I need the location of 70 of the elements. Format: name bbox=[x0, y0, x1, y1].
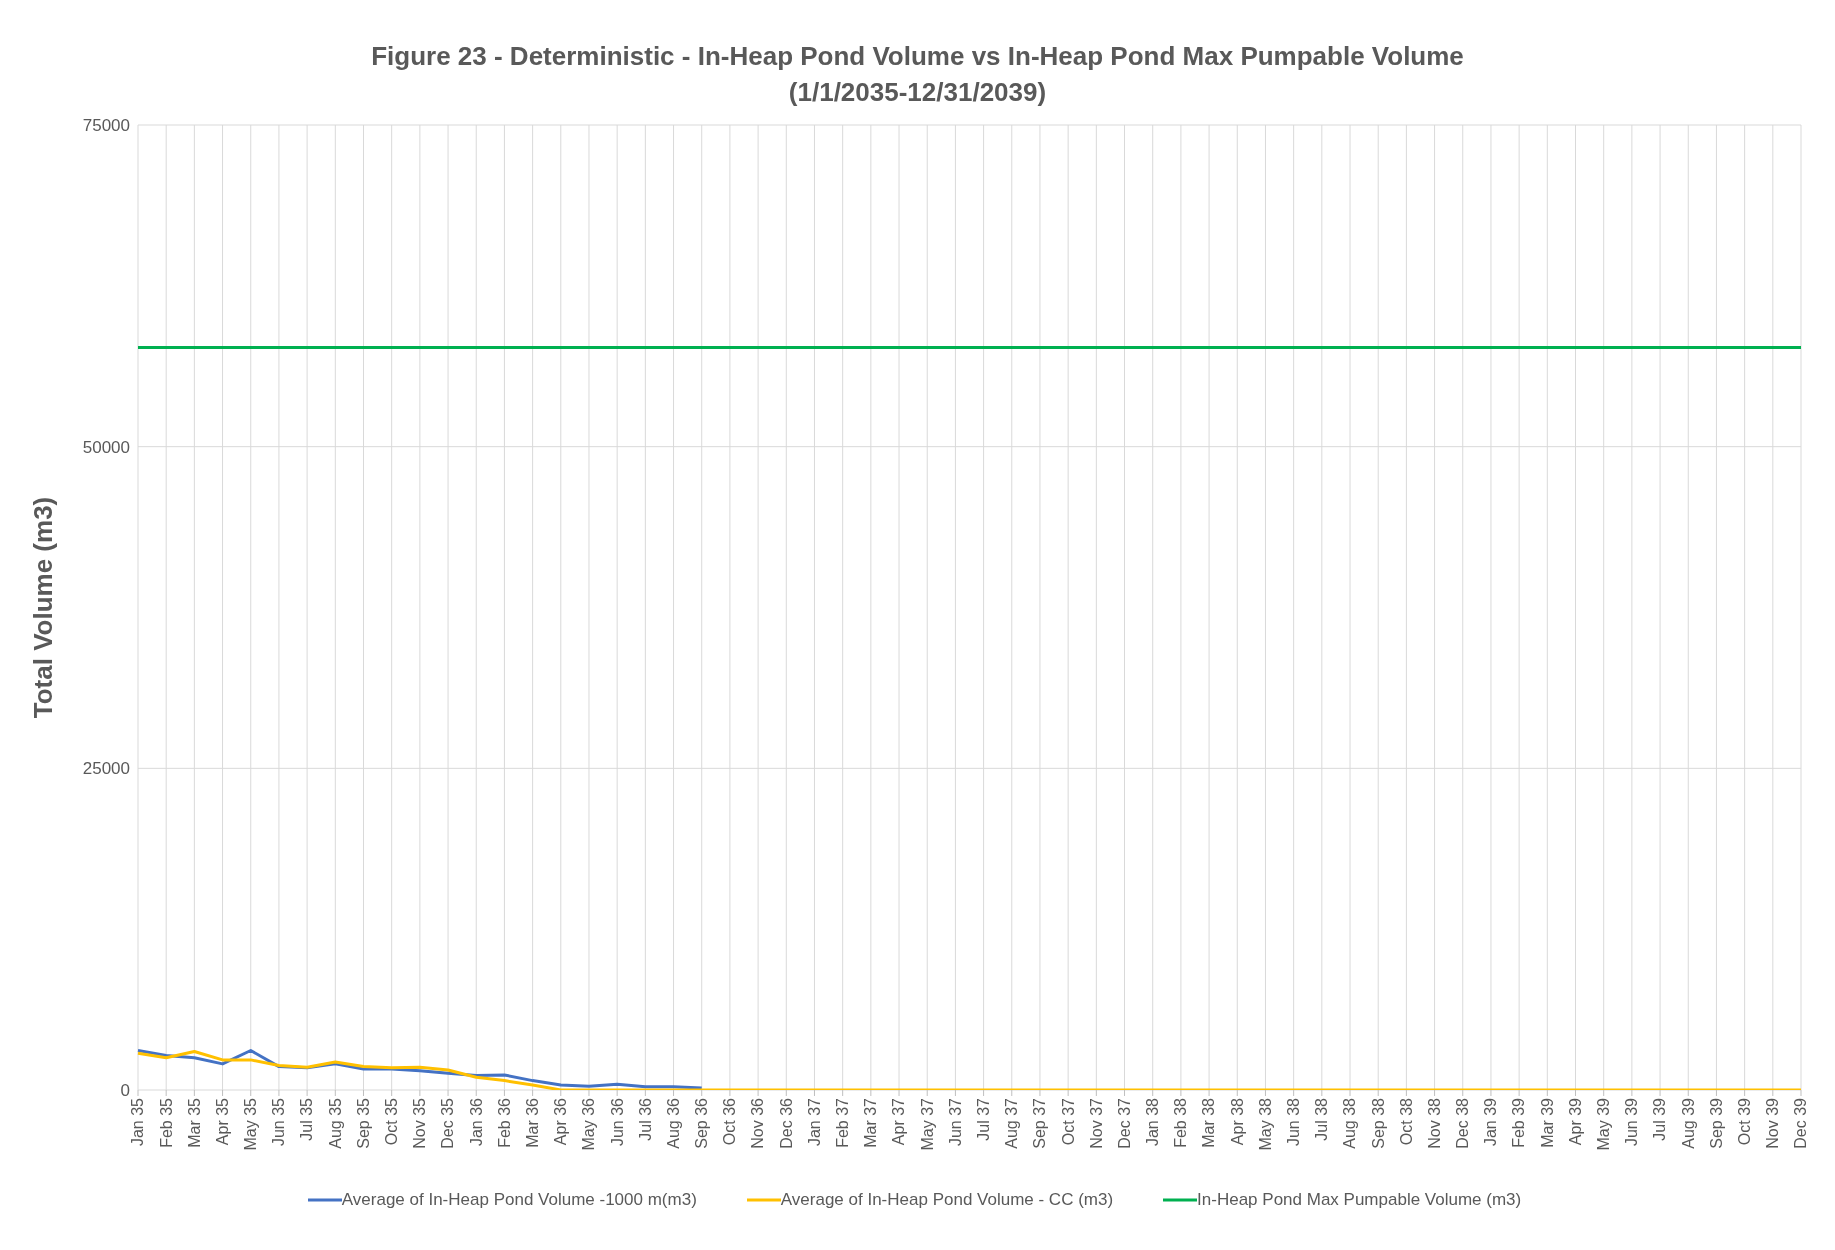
x-tick-label: Dec 37 bbox=[1115, 1097, 1133, 1149]
x-tick-label: Jul 36 bbox=[636, 1097, 654, 1141]
x-tick-label: Apr 35 bbox=[213, 1097, 231, 1146]
x-tick-label: May 39 bbox=[1595, 1097, 1613, 1151]
x-tick-label: Aug 35 bbox=[326, 1097, 344, 1149]
x-tick-label: May 35 bbox=[242, 1097, 260, 1151]
x-tick-label: Oct 37 bbox=[1059, 1097, 1077, 1146]
x-tick-label: Sep 39 bbox=[1707, 1097, 1725, 1149]
x-tick-label: Jul 38 bbox=[1313, 1097, 1331, 1141]
x-tick-label: Dec 39 bbox=[1792, 1097, 1810, 1149]
x-tick-label: Sep 38 bbox=[1369, 1097, 1387, 1149]
x-tick-label: Jan 38 bbox=[1144, 1097, 1162, 1147]
legend-label: Average of In-Heap Pond Volume - CC (m3) bbox=[780, 1190, 1114, 1210]
x-tick-label: Jan 37 bbox=[805, 1097, 823, 1147]
x-tick-label: Sep 37 bbox=[1031, 1097, 1049, 1149]
x-tick-label: Feb 39 bbox=[1510, 1097, 1528, 1148]
x-tick-label: Apr 38 bbox=[1228, 1097, 1246, 1146]
y-axis-title: Total Volume (m3) bbox=[28, 496, 59, 719]
x-tick-label: May 37 bbox=[918, 1097, 936, 1151]
x-tick-label: Oct 36 bbox=[721, 1097, 739, 1146]
x-tick-label: Nov 38 bbox=[1425, 1097, 1443, 1149]
x-tick-label: Oct 38 bbox=[1397, 1097, 1415, 1146]
x-tick-label: Aug 38 bbox=[1341, 1097, 1359, 1149]
x-tick-label: Feb 37 bbox=[834, 1097, 852, 1148]
x-tick-label: Nov 35 bbox=[411, 1097, 429, 1149]
legend-label: Average of In-Heap Pond Volume -1000 m(m3) bbox=[341, 1190, 697, 1210]
x-tick-label: Jan 39 bbox=[1482, 1097, 1500, 1147]
x-tick-label: Oct 39 bbox=[1735, 1097, 1753, 1146]
x-tick-label: Feb 35 bbox=[157, 1097, 175, 1148]
x-tick-label: Jun 35 bbox=[270, 1097, 288, 1147]
x-tick-label: Nov 36 bbox=[749, 1097, 767, 1149]
x-tick-label: Aug 36 bbox=[664, 1097, 682, 1149]
x-tick-label: Jun 37 bbox=[946, 1097, 964, 1147]
x-tick-label: Jul 37 bbox=[974, 1097, 992, 1141]
x-tick-label: Sep 35 bbox=[354, 1097, 372, 1149]
x-tick-label: May 38 bbox=[1256, 1097, 1274, 1151]
x-tick-label: Jun 39 bbox=[1623, 1097, 1641, 1147]
y-tick-label: 50000 bbox=[82, 437, 130, 457]
y-tick-label: 0 bbox=[120, 1081, 130, 1101]
x-tick-label: Sep 36 bbox=[693, 1097, 711, 1149]
x-tick-label: Dec 35 bbox=[439, 1097, 457, 1149]
x-tick-label: Dec 36 bbox=[777, 1097, 795, 1149]
x-tick-label: Mar 36 bbox=[523, 1097, 541, 1148]
x-tick-label: Oct 35 bbox=[383, 1097, 401, 1146]
x-tick-label: Feb 38 bbox=[1172, 1097, 1190, 1148]
x-tick-label: Apr 36 bbox=[552, 1097, 570, 1146]
x-tick-label: Feb 36 bbox=[495, 1097, 513, 1148]
x-tick-label: Mar 37 bbox=[862, 1097, 880, 1148]
x-tick-label: Apr 37 bbox=[890, 1097, 908, 1146]
y-tick-label: 75000 bbox=[82, 116, 130, 136]
x-tick-label: May 36 bbox=[580, 1097, 598, 1151]
x-tick-label: Nov 37 bbox=[1087, 1097, 1105, 1149]
x-tick-label: Aug 39 bbox=[1679, 1097, 1697, 1149]
x-tick-label: Nov 39 bbox=[1764, 1097, 1782, 1149]
chart-subtitle: (1/1/2035-12/31/2039) bbox=[787, 76, 1048, 109]
x-tick-label: Mar 35 bbox=[185, 1097, 203, 1148]
x-tick-label: Jun 38 bbox=[1285, 1097, 1302, 1147]
legend-label: In-Heap Pond Max Pumpable Volume (m3) bbox=[1197, 1190, 1522, 1210]
x-tick-label: Jun 36 bbox=[608, 1097, 626, 1147]
x-tick-label: Jan 35 bbox=[129, 1097, 147, 1147]
chart-title: Figure 23 - Deterministic - In-Heap Pond Volume vs In-Heap Pond Max Pumpable Volume bbox=[370, 40, 1465, 73]
x-tick-label: Apr 39 bbox=[1566, 1097, 1584, 1146]
x-tick-label: Aug 37 bbox=[1003, 1097, 1021, 1149]
x-tick-label: Mar 38 bbox=[1200, 1097, 1218, 1148]
x-tick-label: Jul 35 bbox=[298, 1097, 316, 1141]
x-tick-label: Dec 38 bbox=[1454, 1097, 1472, 1149]
x-tick-label: Jul 39 bbox=[1651, 1097, 1669, 1141]
x-tick-label: Mar 39 bbox=[1538, 1097, 1556, 1148]
x-tick-label: Jan 36 bbox=[467, 1097, 485, 1147]
y-tick-label: 25000 bbox=[82, 759, 130, 779]
